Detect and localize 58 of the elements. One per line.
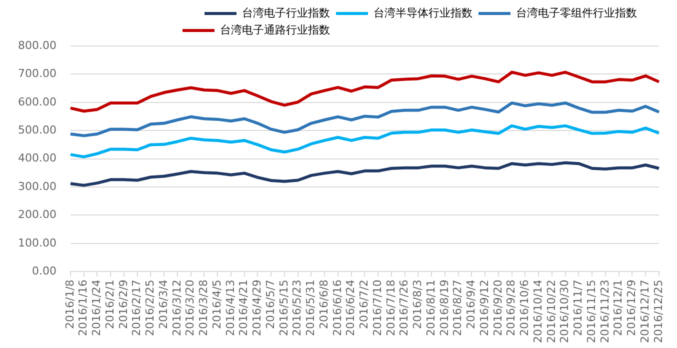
x-tick-label: 2016/12/1 bbox=[612, 280, 625, 336]
x-tick-label: 2016/5/31 bbox=[304, 280, 318, 336]
y-tick-label: 0.00 bbox=[32, 264, 56, 278]
x-tick-label: 2016/10/22 bbox=[544, 280, 558, 344]
x-tick-label: 2016/8/27 bbox=[451, 280, 464, 336]
x-tick-label: 2016/9/20 bbox=[491, 280, 504, 336]
x-tick-label: 2016/9/28 bbox=[504, 280, 518, 336]
x-tick-label: 2016/8/3 bbox=[411, 280, 424, 330]
x-tick-label: 2016/5/15 bbox=[277, 280, 290, 336]
x-tick-label: 2016/3/4 bbox=[156, 280, 170, 330]
legend-label: 台湾半导体行业指数 bbox=[374, 6, 472, 20]
y-tick-label: 500.00 bbox=[18, 123, 56, 136]
y-tick-label: 100.00 bbox=[18, 236, 56, 250]
x-tick-label: 2016/1/24 bbox=[90, 280, 104, 336]
x-tick-label: 2016/12/25 bbox=[652, 280, 665, 344]
y-tick-label: 600.00 bbox=[18, 95, 56, 108]
x-tick-label: 2016/4/5 bbox=[210, 280, 224, 330]
x-tick-label: 2016/6/16 bbox=[330, 280, 344, 336]
x-tick-label: 2016/3/12 bbox=[170, 280, 184, 336]
x-tick-label: 2016/12/17 bbox=[638, 280, 652, 344]
x-tick-label: 2016/8/11 bbox=[424, 280, 438, 336]
y-tick-label: 300.00 bbox=[18, 180, 56, 193]
x-tick-label: 2016/11/23 bbox=[598, 280, 612, 344]
x-tick-label: 2016/7/10 bbox=[370, 280, 384, 336]
x-tick-label: 2016/11/7 bbox=[572, 280, 585, 336]
x-tick-label: 2016/6/8 bbox=[317, 280, 330, 330]
x-tick-label: 2016/3/20 bbox=[184, 280, 197, 336]
y-tick-label: 700.00 bbox=[18, 67, 56, 80]
x-tick-label: 2016/10/14 bbox=[531, 280, 544, 344]
x-tick-label: 2016/10/6 bbox=[518, 280, 532, 336]
legend-label: 台湾电子行业指数 bbox=[242, 6, 330, 20]
x-tick-label: 2016/5/23 bbox=[290, 280, 304, 336]
y-tick-label: 400.00 bbox=[18, 152, 56, 165]
x-tick-label: 2016/7/2 bbox=[358, 280, 371, 330]
x-tick-label: 2016/9/4 bbox=[464, 280, 478, 330]
legend-label: 台湾电子零组件行业指数 bbox=[516, 6, 637, 20]
y-tick-label: 200.00 bbox=[18, 208, 56, 222]
x-tick-label: 2016/2/1 bbox=[103, 280, 116, 330]
x-tick-label: 2016/3/28 bbox=[197, 280, 210, 336]
x-tick-label: 2016/2/25 bbox=[144, 280, 157, 336]
x-tick-label: 2016/9/12 bbox=[478, 280, 491, 336]
x-tick-label: 2016/7/18 bbox=[384, 280, 398, 336]
x-tick-label: 2016/11/15 bbox=[584, 280, 598, 344]
y-tick-label: 800.00 bbox=[18, 38, 56, 52]
x-tick-label: 2016/7/26 bbox=[398, 280, 411, 336]
x-tick-label: 2016/4/13 bbox=[224, 280, 237, 336]
x-tick-label: 2016/6/24 bbox=[344, 280, 358, 336]
x-tick-label: 2016/5/7 bbox=[264, 280, 277, 330]
x-tick-label: 2016/10/30 bbox=[558, 280, 572, 344]
x-tick-label: 2016/4/29 bbox=[250, 280, 264, 336]
x-tick-label: 2016/4/21 bbox=[237, 280, 250, 336]
x-tick-label: 2016/1/16 bbox=[76, 280, 90, 336]
x-tick-label: 2016/12/9 bbox=[625, 280, 638, 336]
x-tick-label: 2016/1/8 bbox=[63, 280, 76, 330]
x-tick-label: 2016/8/19 bbox=[438, 280, 451, 336]
x-tick-label: 2016/2/9 bbox=[116, 280, 130, 330]
x-tick-label: 2016/2/17 bbox=[130, 280, 144, 336]
legend-label: 台湾电子通路行业指数 bbox=[220, 23, 330, 36]
